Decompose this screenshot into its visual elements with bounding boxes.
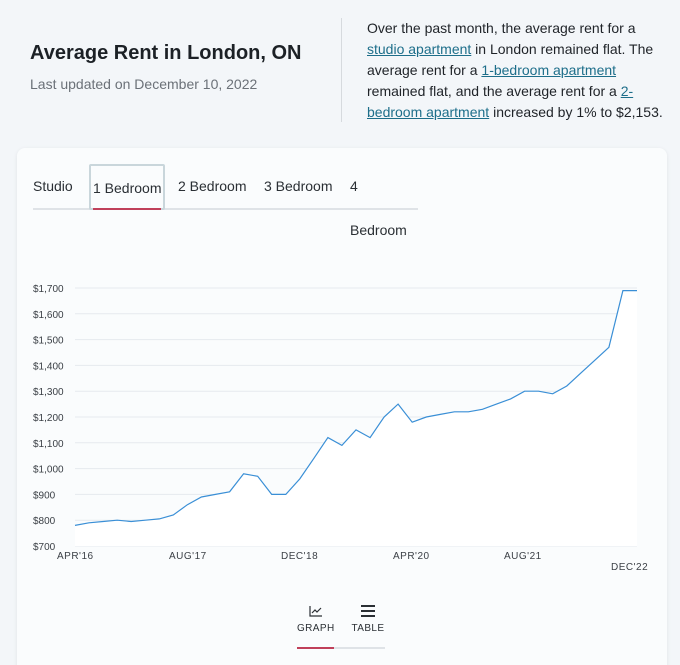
x-tick-label: APR'16: [57, 551, 94, 562]
x-tick-label: AUG'17: [169, 551, 207, 562]
y-tick-label: $1,600: [33, 310, 64, 321]
y-tick-label: $1,100: [33, 439, 64, 450]
page-title: Average Rent in London, ON: [30, 42, 302, 64]
summary-text-1: Over the past month, the average rent fo…: [367, 20, 636, 36]
last-updated-text: Last updated on December 10, 2022: [30, 76, 258, 92]
y-tick-label: $1,500: [33, 336, 64, 347]
y-tick-label: $1,300: [33, 387, 64, 398]
line-chart-icon: [309, 606, 322, 617]
table-label: TABLE: [351, 623, 385, 634]
summary-text-3: remained flat, and the average rent for …: [367, 83, 621, 99]
summary-text-2: in London remained flat. The average ren…: [367, 41, 654, 78]
y-tick-label: $800: [33, 516, 56, 527]
y-tick-label: $1,200: [33, 413, 64, 424]
view-toggle-indicator: [297, 647, 385, 649]
y-tick-label: $1,700: [33, 284, 64, 295]
1-bedroom-apartment-link[interactable]: 1-bedroom apartment: [481, 62, 617, 78]
bedroom-tabs: Studio 1 Bedroom 2 Bedroom 3 Bedroom 4 B…: [33, 164, 418, 238]
page-header: Average Rent in London, ON Last updated …: [0, 0, 680, 140]
y-tick-label: $1,000: [33, 465, 64, 476]
x-tick-label: DEC'22: [611, 562, 648, 573]
x-tick-label: AUG'21: [504, 551, 542, 562]
view-toggle-active: [297, 647, 334, 649]
header-divider: [341, 18, 342, 122]
2-bedroom-apartment-link[interactable]: 2-bedroom apartment: [367, 83, 634, 120]
rent-summary: Over the past month, the average rent fo…: [367, 18, 667, 123]
tab-1-bedroom[interactable]: 1 Bedroom: [89, 164, 166, 210]
graph-label: GRAPH: [297, 623, 335, 634]
rent-line-chart: $700 $800 $900 $1,000 $1,100 $1,200 $1,300 $1,4…: [33, 284, 648, 573]
x-tick-label: APR'20: [393, 551, 430, 562]
tab-4-bedroom[interactable]: 4 Bedroom: [350, 178, 407, 238]
y-tick-label: $700: [33, 542, 56, 553]
graph-view-button[interactable]: GRAPH: [297, 603, 334, 651]
list-icon: [361, 605, 375, 617]
table-view-button[interactable]: TABLE: [348, 603, 388, 651]
studio-apartment-link[interactable]: studio apartment: [367, 41, 472, 57]
rent-series-line: [74, 290, 637, 526]
tab-3-bedroom[interactable]: 3 Bedroom: [264, 178, 333, 194]
x-tick-label: DEC'18: [281, 551, 318, 562]
tab-studio[interactable]: Studio: [33, 178, 73, 194]
y-tick-label: $900: [33, 490, 56, 501]
summary-text-4: increased by 1% to $2,153.: [489, 104, 663, 120]
rent-chart-card: Studio 1 Bedroom 2 Bedroom 3 Bedroom 4 B…: [17, 148, 667, 665]
tab-2-bedroom[interactable]: 2 Bedroom: [178, 178, 247, 194]
y-tick-label: $1,400: [33, 361, 64, 372]
rent-area-fill: [75, 290, 637, 546]
